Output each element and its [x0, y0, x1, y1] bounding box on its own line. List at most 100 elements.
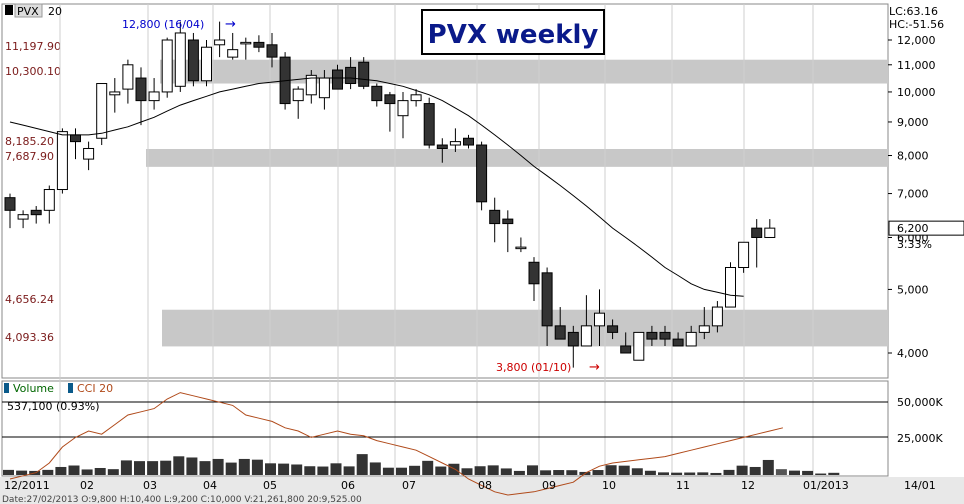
volume-bar: [81, 469, 93, 475]
candle-up: [594, 312, 605, 327]
volume-bar: [618, 465, 630, 475]
candle-down: [423, 103, 435, 146]
y-tick-label: 4,000: [897, 347, 929, 360]
volume-bar: [671, 472, 683, 475]
lc-value: LC:63.16: [889, 5, 938, 18]
last-price-value: 6,200: [897, 222, 929, 235]
volume-bar: [3, 469, 14, 475]
support-resistance-zone: [160, 59, 888, 84]
candle-down: [476, 144, 488, 203]
x-axis-label: 04: [203, 479, 217, 492]
volume-bar: [317, 466, 329, 475]
candle-up: [397, 100, 409, 117]
candle-down: [607, 325, 619, 333]
x-axis-label: 05: [263, 479, 277, 492]
candle-up: [83, 147, 95, 160]
candle-up: [515, 246, 527, 250]
volume-bar: [147, 461, 159, 475]
volume-axis-label: 25,000K: [897, 432, 943, 445]
x-axis-label: 06: [341, 479, 355, 492]
volume-bar: [55, 466, 67, 475]
volume-bar: [802, 470, 814, 475]
candle-down: [135, 77, 147, 102]
volume-bar: [474, 466, 486, 475]
volume-bar: [186, 457, 198, 475]
candle-up: [685, 331, 697, 347]
candle-up: [174, 32, 186, 87]
candle-up: [148, 91, 160, 102]
price-level-label: 8,185.20: [5, 135, 54, 148]
volume-bar: [435, 466, 447, 475]
candle-up: [580, 325, 592, 347]
volume-bar: [422, 460, 434, 475]
y-tick-label: 7,000: [897, 188, 929, 201]
volume-bar: [710, 472, 722, 475]
candle-up: [725, 266, 736, 308]
candle-down: [672, 338, 684, 347]
volume-bar: [527, 465, 538, 475]
volume-bar: [540, 470, 552, 475]
candle-down: [567, 331, 579, 347]
symbol-label: PVX: [17, 5, 39, 18]
volume-bar: [684, 472, 696, 475]
candle-up: [227, 49, 239, 58]
candle-up: [292, 88, 304, 102]
volume-bar: [775, 469, 787, 475]
candle-down: [187, 39, 199, 82]
volume-bar: [356, 454, 368, 475]
price-level-label: 11,197.90: [5, 40, 61, 53]
ma20-line: [9, 77, 744, 297]
x-axis-label: 03: [143, 479, 157, 492]
volume-bar: [330, 463, 342, 475]
volume-bar: [251, 459, 263, 475]
candle-up: [698, 325, 710, 333]
volume-bar: [658, 472, 669, 475]
candle-down: [4, 197, 16, 211]
candle-up: [96, 83, 108, 139]
volume-bar: [369, 462, 381, 475]
volume-legend-icon: [4, 383, 9, 393]
volume-bar: [238, 458, 250, 475]
volume-bar: [199, 461, 211, 475]
cci-legend-icon: [68, 383, 73, 393]
symbol-marker: [5, 5, 13, 15]
y-tick-label: 12,000: [897, 34, 936, 47]
candle-up: [711, 306, 723, 327]
volume-bar: [409, 465, 421, 475]
candle-down: [659, 331, 671, 340]
volume-bar: [225, 462, 237, 475]
volume-bar: [265, 463, 276, 475]
candle-down: [541, 272, 553, 327]
symbol-box: [14, 3, 43, 18]
high-arrow-icon: →: [225, 17, 236, 32]
volume-bar: [592, 470, 604, 475]
volume-bar: [42, 469, 54, 475]
candle-down: [751, 227, 763, 238]
volume-bar: [304, 466, 316, 475]
candle-up: [161, 39, 173, 93]
candle-up: [43, 189, 55, 211]
candle-up: [764, 227, 776, 238]
volume-bar: [605, 465, 617, 475]
support-resistance-zone: [162, 309, 888, 347]
candle-down: [70, 134, 81, 143]
volume-bar: [513, 470, 525, 475]
y-tick-label: 5,000: [897, 283, 929, 296]
volume-bar: [396, 467, 407, 475]
candle-down: [332, 69, 343, 90]
last-price-change: 3.33%: [897, 238, 932, 251]
candle-up: [214, 39, 226, 46]
volume-bar: [160, 460, 172, 475]
low-arrow-icon: →: [589, 360, 600, 375]
volume-bar: [134, 461, 145, 475]
volume-bar: [382, 467, 394, 475]
volume-bar: [16, 470, 28, 475]
candle-down: [502, 218, 514, 225]
x-axis-label: 11: [676, 479, 690, 492]
high-annotation: 12,800 (16/04): [122, 18, 204, 31]
y-tick-label: 8,000: [897, 150, 929, 163]
candle-up: [17, 214, 29, 220]
title-box: [421, 9, 605, 55]
x-axis-label: 02: [80, 479, 94, 492]
candle-down: [436, 144, 448, 149]
